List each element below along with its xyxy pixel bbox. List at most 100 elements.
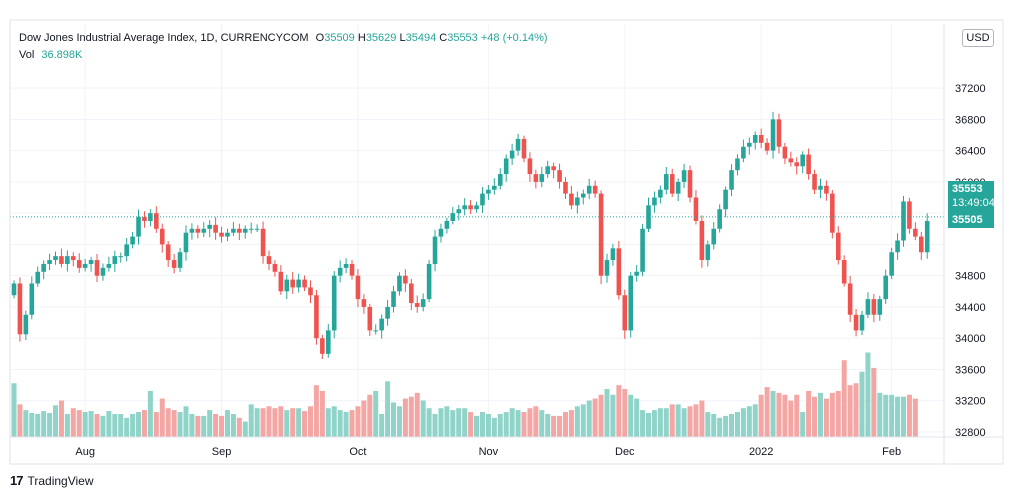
volume-bar (88, 411, 94, 437)
volume-bar (29, 413, 35, 437)
volume-bar (171, 410, 177, 437)
volume-bar (622, 389, 628, 437)
x-tick-label: Aug (75, 446, 95, 458)
volume-bar (462, 408, 468, 437)
candle-body (142, 217, 147, 221)
currency-button[interactable]: USD (962, 29, 994, 47)
candle-body (592, 185, 598, 194)
x-tick-label: Sep (212, 446, 232, 458)
y-tick-label: 34800 (955, 271, 986, 283)
volume-bar (195, 415, 201, 437)
volume-bar (883, 394, 889, 437)
volume-bar (823, 398, 829, 437)
candle-body (397, 275, 402, 292)
candle-body (254, 228, 260, 230)
candle-body (752, 135, 758, 143)
candle-body (225, 232, 230, 237)
volume-bar (118, 413, 124, 437)
candle-body (426, 263, 432, 300)
symbol-title[interactable]: Dow Jones Industrial Average Index, 1D, … (19, 32, 309, 44)
candle-body (82, 263, 88, 268)
y-axis[interactable]: 3280033200336003400034400348003600036400… (955, 83, 986, 439)
candle-body (824, 185, 829, 194)
volume-bar (213, 413, 219, 437)
candle-body (438, 228, 444, 237)
volume-bar (877, 392, 883, 437)
candle-body (895, 240, 900, 253)
volume-bar (782, 394, 788, 437)
candle-body (219, 232, 224, 237)
candle-body (177, 252, 183, 268)
candle-body (853, 314, 859, 331)
volume-bar (296, 408, 302, 437)
candle-body (165, 244, 171, 261)
candle-body (53, 256, 58, 261)
volume-bar (776, 392, 782, 437)
volume-bar (770, 390, 776, 437)
candle-body (521, 138, 527, 159)
candle-body (883, 275, 889, 300)
candle-body (918, 236, 924, 253)
volume-bar (912, 398, 918, 437)
candle-body (94, 260, 100, 276)
volume-bar (177, 412, 183, 437)
volume-bar (396, 406, 402, 437)
volume-bar (319, 390, 325, 437)
volume-bar (616, 385, 622, 437)
volume-bar (325, 408, 331, 437)
candle-body (622, 295, 628, 331)
volume-bar (23, 410, 29, 437)
candle-body (41, 263, 46, 272)
candle-body (640, 228, 645, 272)
candle-body (723, 189, 728, 210)
tradingview-branding[interactable]: 17 TradingView (10, 473, 94, 488)
x-axis[interactable]: Aug Sep Oct Nov Dec 2022 Feb (75, 446, 901, 458)
volume-bar (343, 412, 349, 437)
candle-body (539, 174, 545, 182)
volume-bar (871, 367, 877, 437)
candle-body (171, 260, 177, 268)
last-price-label: 35553 (952, 183, 983, 195)
candle-body (325, 330, 331, 354)
volume-bar (806, 390, 812, 437)
close-key: C (439, 32, 448, 44)
volume-bar (219, 415, 225, 437)
candle-body (717, 209, 722, 229)
candle-body (841, 260, 847, 284)
candle-body (231, 228, 236, 233)
candle-body (545, 166, 550, 175)
volume-bar (189, 413, 195, 437)
volume-key[interactable]: Vol (19, 49, 35, 61)
volume-bar (468, 412, 474, 437)
candle-body (130, 236, 135, 245)
volume-bar (17, 404, 23, 437)
volume-bar (124, 417, 130, 437)
candle-body (189, 228, 195, 233)
volume-bar (272, 408, 278, 437)
volume-bar (230, 413, 236, 437)
volume-bar (254, 408, 260, 437)
candle-body (29, 283, 35, 315)
candle-body (331, 275, 337, 331)
candle-body (195, 228, 201, 233)
candle-body (812, 174, 817, 190)
candle-body (847, 283, 853, 315)
candle-body (136, 217, 141, 237)
volume-bar (474, 415, 480, 437)
volume-value: 36.898K (41, 49, 83, 61)
volume-bar (503, 412, 509, 437)
volume-bar (705, 412, 711, 437)
candle-body (468, 205, 473, 210)
candle-body (59, 256, 64, 264)
candle-body (284, 279, 290, 292)
legend-row-ohlc: Dow Jones Industrial Average Index, 1D, … (19, 30, 548, 47)
candle-body (296, 279, 301, 288)
candle-body (450, 213, 456, 221)
candle-body (669, 174, 675, 194)
volume-bar (130, 413, 136, 437)
volume-bar (829, 392, 835, 437)
volume-bar (432, 413, 438, 437)
volume-bar (640, 410, 646, 437)
